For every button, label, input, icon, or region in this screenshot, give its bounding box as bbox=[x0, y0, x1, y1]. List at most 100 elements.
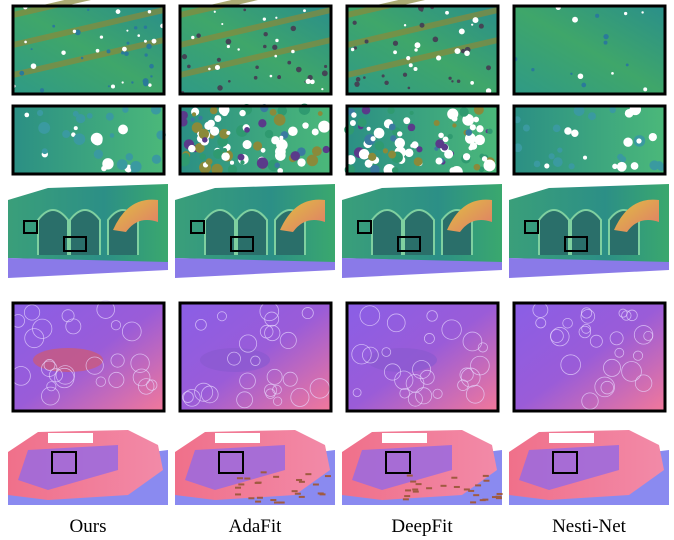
blob bbox=[200, 348, 270, 372]
speck bbox=[74, 133, 86, 145]
speck bbox=[470, 124, 476, 130]
speck bbox=[226, 39, 232, 45]
speck bbox=[581, 83, 586, 88]
speck bbox=[444, 150, 453, 159]
speck bbox=[451, 80, 453, 82]
column-label: Ours bbox=[70, 516, 107, 537]
speck bbox=[457, 80, 460, 83]
noise bbox=[256, 482, 262, 484]
speck bbox=[375, 141, 384, 150]
noise bbox=[270, 499, 276, 501]
noise bbox=[426, 487, 432, 489]
noise bbox=[261, 471, 267, 473]
noise bbox=[410, 481, 416, 483]
noise bbox=[320, 493, 326, 495]
speck bbox=[200, 153, 206, 159]
speck bbox=[296, 67, 302, 73]
speck bbox=[358, 118, 367, 127]
noise bbox=[238, 483, 244, 485]
speck bbox=[387, 107, 394, 114]
noise bbox=[473, 494, 479, 496]
speck bbox=[383, 148, 388, 153]
column-label: AdaFit bbox=[229, 516, 283, 537]
speck bbox=[441, 144, 448, 151]
speck bbox=[604, 41, 608, 45]
speck bbox=[116, 9, 121, 14]
speck bbox=[272, 45, 277, 50]
speck bbox=[276, 139, 288, 151]
speck bbox=[459, 28, 465, 34]
speck bbox=[436, 55, 441, 60]
speck bbox=[312, 128, 319, 135]
noise bbox=[454, 486, 460, 488]
blob bbox=[33, 348, 103, 372]
speck bbox=[288, 126, 298, 136]
speck bbox=[643, 87, 647, 91]
speck bbox=[553, 157, 563, 167]
noise bbox=[470, 501, 476, 503]
speck bbox=[221, 23, 223, 25]
speck bbox=[191, 36, 194, 39]
speck bbox=[106, 113, 114, 121]
noise bbox=[274, 502, 280, 504]
speck bbox=[206, 158, 213, 165]
speck bbox=[531, 68, 534, 71]
speck bbox=[617, 162, 627, 172]
speck bbox=[263, 32, 267, 36]
speck bbox=[74, 126, 78, 130]
speck bbox=[448, 77, 451, 80]
speck bbox=[31, 48, 33, 50]
speck bbox=[217, 85, 222, 90]
speck bbox=[279, 136, 283, 140]
speck bbox=[237, 48, 239, 50]
speck bbox=[101, 166, 107, 172]
speck bbox=[52, 25, 55, 28]
speck bbox=[144, 53, 147, 56]
column bbox=[509, 5, 669, 505]
window bbox=[48, 433, 93, 443]
speck bbox=[126, 153, 133, 160]
column bbox=[8, 0, 168, 505]
speck bbox=[144, 40, 147, 43]
speck bbox=[226, 131, 230, 135]
noise bbox=[497, 493, 503, 495]
speck bbox=[414, 157, 423, 166]
noise bbox=[475, 484, 481, 486]
speck bbox=[277, 75, 281, 79]
speck bbox=[410, 111, 414, 115]
column-label: DeepFit bbox=[391, 516, 453, 537]
speck bbox=[523, 125, 530, 132]
speck bbox=[324, 65, 327, 68]
speck bbox=[38, 122, 50, 134]
speck bbox=[24, 113, 29, 118]
speck bbox=[354, 82, 359, 87]
noise bbox=[492, 496, 498, 498]
speck bbox=[641, 11, 643, 13]
speck bbox=[448, 134, 453, 139]
speck bbox=[487, 129, 492, 134]
speck bbox=[404, 24, 406, 26]
speck bbox=[214, 115, 221, 122]
speck bbox=[214, 11, 216, 13]
speck bbox=[37, 110, 43, 116]
speck bbox=[152, 39, 157, 44]
zoom-panel bbox=[514, 6, 665, 94]
speck bbox=[612, 164, 617, 169]
speck bbox=[291, 50, 295, 54]
speck bbox=[150, 75, 152, 77]
speck bbox=[152, 155, 161, 164]
noise bbox=[235, 487, 241, 489]
speck bbox=[274, 55, 277, 58]
speck bbox=[443, 136, 449, 142]
speck bbox=[110, 133, 115, 138]
speck bbox=[578, 73, 584, 79]
speck bbox=[398, 144, 403, 149]
speck bbox=[73, 30, 76, 33]
speck bbox=[126, 30, 128, 32]
noise bbox=[451, 477, 457, 479]
speck bbox=[222, 148, 227, 153]
speck bbox=[363, 76, 366, 79]
speck bbox=[649, 160, 659, 170]
speck bbox=[87, 9, 89, 11]
speck bbox=[253, 141, 262, 150]
